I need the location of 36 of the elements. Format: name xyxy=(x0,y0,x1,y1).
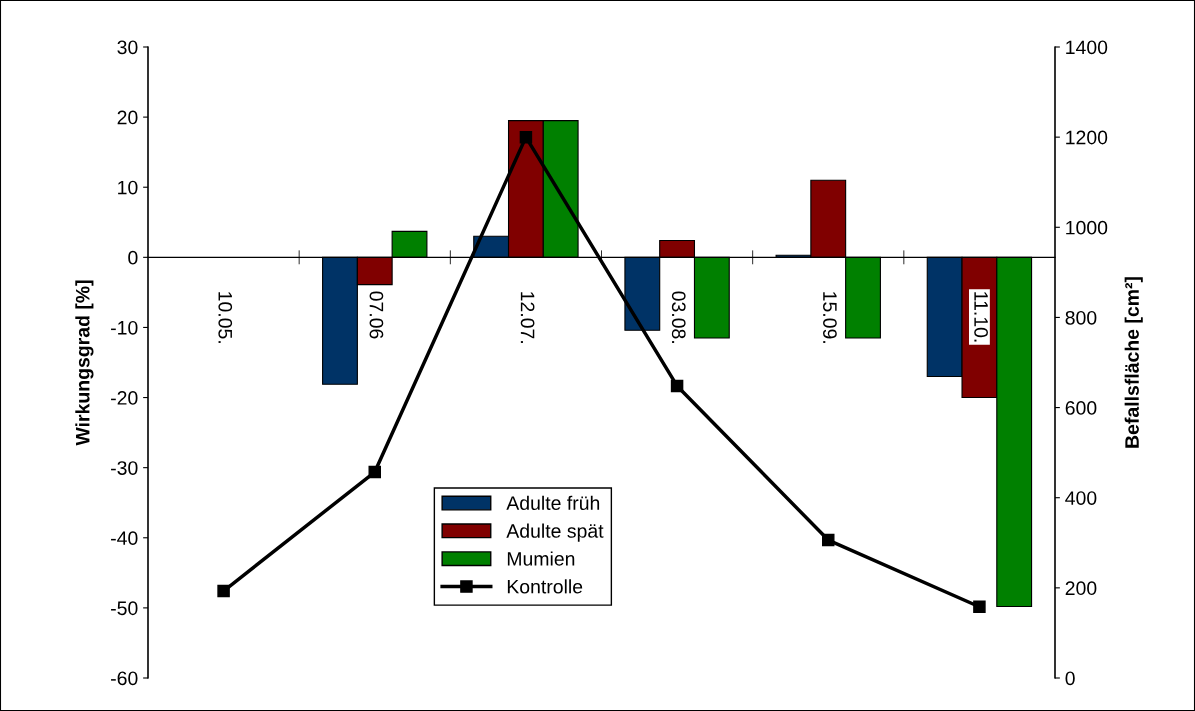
legend-label: Kontrolle xyxy=(507,579,583,594)
point xyxy=(368,465,382,479)
y2-tick-label: 0 xyxy=(1065,671,1075,686)
x-tick-label: 11.10. xyxy=(974,292,988,342)
y2-tick-label: 1200 xyxy=(1066,130,1108,145)
point xyxy=(519,130,533,144)
y-tick-label: 20 xyxy=(117,110,138,125)
y-tick-label: 10 xyxy=(118,180,138,195)
y2-tick-label: 1000 xyxy=(1066,220,1108,235)
y2-tick-label: 800 xyxy=(1065,310,1097,325)
y2-tick-label: 1400 xyxy=(1066,40,1108,55)
y-axis-title: Wirkungsgrad [%] xyxy=(75,280,94,446)
x-tick-label: 07.06 xyxy=(369,291,384,339)
y2-tick-label: 400 xyxy=(1065,491,1097,505)
point xyxy=(670,379,684,393)
y-tick-label: 30 xyxy=(117,40,138,55)
y-tick-label: -20 xyxy=(111,391,138,405)
y-tick-label: -30 xyxy=(111,461,138,475)
y-tick-label: 0 xyxy=(128,250,138,265)
y2-tick-label: 200 xyxy=(1065,581,1097,596)
point xyxy=(821,533,835,547)
y2-tick-label: 600 xyxy=(1065,401,1097,415)
y-tick-label: -40 xyxy=(111,531,138,546)
y-tick-label: -50 xyxy=(111,601,138,616)
legend-label: Adulte früh xyxy=(506,495,600,511)
y-tick-label: -10 xyxy=(111,320,138,335)
x-tick-label: 15.09. xyxy=(823,292,837,343)
x-tick-label: 12.07. xyxy=(520,292,535,343)
y-tick-label: -60 xyxy=(111,671,138,686)
legend-label: Adulte spät xyxy=(506,523,604,542)
x-tick-label: 10.05. xyxy=(218,292,233,343)
legend-label: Mumien xyxy=(507,551,575,566)
point xyxy=(217,584,230,598)
point xyxy=(973,600,986,614)
x-tick-label: 03.08. xyxy=(671,291,686,343)
y2-axis-title: Befallsfläche [cm²] xyxy=(1124,277,1143,448)
